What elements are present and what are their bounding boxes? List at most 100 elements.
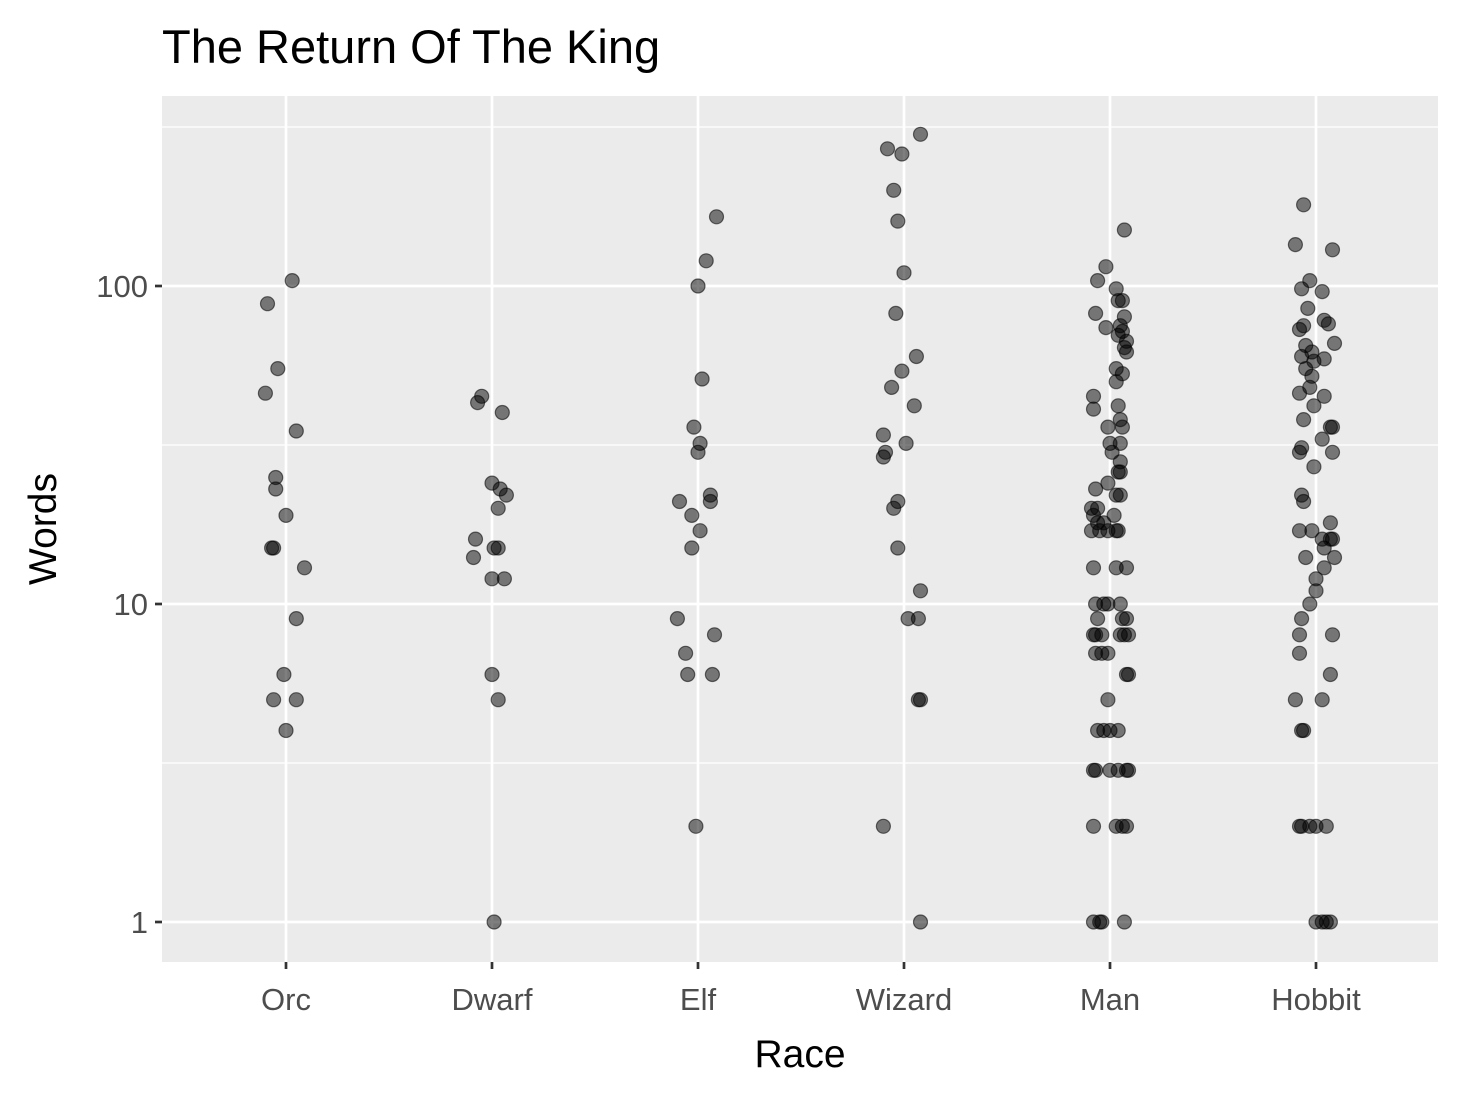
point-hobbit bbox=[1324, 419, 1341, 435]
point-wizard bbox=[875, 449, 892, 465]
point-hobbit bbox=[1326, 335, 1343, 351]
point-wizard bbox=[908, 348, 925, 365]
point-hobbit bbox=[1287, 237, 1304, 253]
point-orc bbox=[288, 692, 304, 708]
point-man bbox=[1085, 388, 1102, 404]
point-dwarf bbox=[490, 500, 506, 516]
point-wizard bbox=[890, 540, 906, 556]
point-man bbox=[1098, 320, 1114, 336]
point-orc bbox=[259, 296, 276, 312]
point-hobbit bbox=[1295, 197, 1312, 213]
point-wizard bbox=[894, 146, 910, 162]
point-man bbox=[1087, 762, 1104, 778]
point-hobbit bbox=[1322, 515, 1339, 531]
point-orc bbox=[284, 273, 300, 289]
point-orc bbox=[268, 481, 284, 497]
point-hobbit bbox=[1324, 444, 1341, 460]
point-hobbit bbox=[1316, 540, 1332, 556]
data-points bbox=[257, 126, 1343, 930]
point-man bbox=[1120, 627, 1137, 643]
point-wizard bbox=[910, 610, 927, 627]
point-elf bbox=[688, 818, 704, 834]
point-hobbit bbox=[1291, 627, 1308, 643]
point-orc bbox=[266, 540, 282, 556]
point-wizard bbox=[898, 435, 914, 451]
point-hobbit bbox=[1324, 627, 1341, 643]
point-dwarf bbox=[465, 549, 482, 566]
point-hobbit bbox=[1322, 666, 1339, 683]
point-dwarf bbox=[474, 388, 490, 404]
point-orc bbox=[288, 423, 304, 439]
point-hobbit bbox=[1293, 440, 1310, 456]
point-wizard bbox=[906, 398, 922, 414]
point-elf bbox=[669, 610, 686, 627]
point-wizard bbox=[912, 914, 929, 930]
point-elf bbox=[686, 419, 702, 435]
point-man bbox=[1100, 475, 1116, 491]
point-man bbox=[1120, 666, 1137, 683]
point-man bbox=[1114, 419, 1131, 435]
point-hobbit bbox=[1300, 300, 1316, 316]
point-hobbit bbox=[1293, 610, 1310, 627]
point-man bbox=[1116, 914, 1133, 930]
point-orc bbox=[296, 560, 313, 576]
point-elf bbox=[671, 493, 688, 510]
plot-panel bbox=[162, 96, 1438, 962]
point-hobbit bbox=[1291, 645, 1308, 661]
point-man bbox=[1108, 374, 1124, 390]
point-man bbox=[1098, 259, 1114, 275]
point-hobbit bbox=[1291, 523, 1308, 539]
point-man bbox=[1089, 610, 1106, 627]
point-elf bbox=[690, 278, 706, 294]
point-man bbox=[1110, 722, 1126, 739]
point-wizard bbox=[875, 818, 892, 834]
point-elf bbox=[684, 507, 700, 524]
x-tick-label-man: Man bbox=[1080, 982, 1140, 1017]
x-axis: Orc Dwarf Elf Wizard Man Hobbit bbox=[261, 962, 1361, 1017]
x-tick-label-elf: Elf bbox=[680, 982, 717, 1017]
point-hobbit bbox=[1295, 493, 1312, 510]
point-orc bbox=[270, 361, 286, 377]
point-dwarf bbox=[486, 914, 502, 930]
point-wizard bbox=[886, 500, 902, 516]
y-tick-label: 100 bbox=[96, 269, 148, 304]
point-hobbit bbox=[1308, 583, 1324, 599]
point-hobbit bbox=[1316, 560, 1332, 576]
point-man bbox=[1094, 627, 1110, 643]
point-man bbox=[1087, 481, 1104, 497]
point-wizard bbox=[912, 583, 929, 599]
point-hobbit bbox=[1314, 284, 1330, 300]
point-elf bbox=[690, 444, 706, 460]
point-man bbox=[1085, 401, 1102, 417]
point-hobbit bbox=[1314, 431, 1330, 447]
point-man bbox=[1089, 273, 1106, 289]
point-man bbox=[1112, 487, 1128, 503]
x-tick-label-dwarf: Dwarf bbox=[452, 982, 533, 1017]
point-elf bbox=[684, 540, 700, 556]
point-orc bbox=[257, 385, 273, 401]
point-orc bbox=[278, 507, 294, 524]
point-hobbit bbox=[1295, 722, 1312, 739]
point-man bbox=[1100, 645, 1116, 661]
point-wizard bbox=[896, 265, 912, 281]
point-man bbox=[1118, 560, 1135, 576]
point-man bbox=[1116, 222, 1133, 238]
point-wizard bbox=[890, 213, 906, 229]
point-elf bbox=[702, 493, 719, 510]
point-wizard bbox=[912, 692, 929, 708]
x-axis-title: Race bbox=[754, 1033, 845, 1076]
point-hobbit bbox=[1306, 398, 1322, 414]
point-man bbox=[1112, 596, 1128, 612]
y-axis-title: Words bbox=[22, 473, 65, 585]
point-elf bbox=[698, 253, 714, 269]
point-hobbit bbox=[1318, 818, 1334, 834]
point-wizard bbox=[875, 427, 892, 443]
point-elf bbox=[704, 666, 721, 683]
point-dwarf bbox=[490, 540, 506, 556]
point-hobbit bbox=[1324, 242, 1341, 258]
point-hobbit bbox=[1295, 412, 1312, 428]
point-man bbox=[1114, 293, 1131, 309]
point-hobbit bbox=[1320, 316, 1337, 332]
point-wizard bbox=[888, 305, 904, 321]
